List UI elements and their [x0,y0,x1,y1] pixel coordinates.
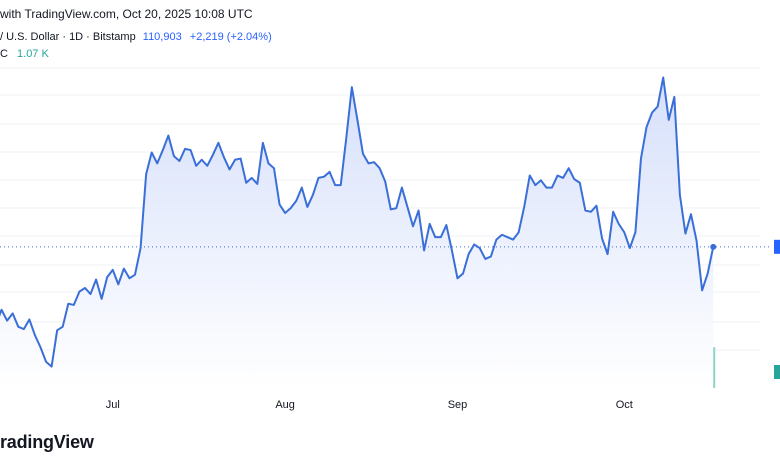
symbol-legend: / U.S. Dollar · 1D · Bitstamp 110,903 +2… [0,31,272,43]
volume-axis-marker [774,365,780,379]
price-line [0,76,715,368]
watermark-header: with TradingView.com, Oct 20, 2025 10:08… [0,7,253,21]
tradingview-logo: radingView [0,432,94,452]
volume-label: C [0,48,8,60]
x-tick-label: Sep [448,399,468,411]
volume-legend: C 1.07 K [0,48,49,60]
price-axis-marker [774,239,780,254]
x-tick-label: Oct [616,399,633,411]
x-axis-labels: Jul Aug Sep Oct [106,399,633,411]
symbol-name: / U.S. Dollar · 1D · Bitstamp [0,31,136,43]
volume-value: 1.07 K [17,48,49,60]
last-price-dot [710,243,717,250]
price-area [0,77,714,388]
x-tick-label: Aug [275,399,295,411]
x-tick-label: Jul [106,399,120,411]
price-change: +2,219 (+2.04%) [189,31,272,43]
last-price: 110,903 [142,31,182,43]
